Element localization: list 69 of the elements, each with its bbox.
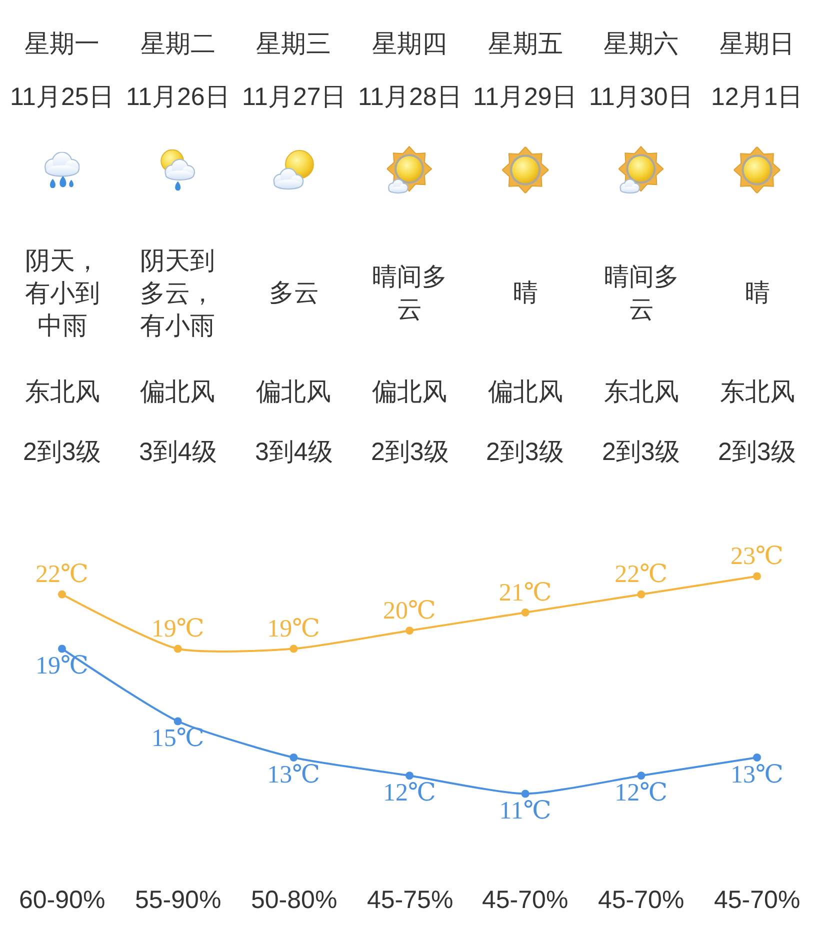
text: 2到3级 — [371, 438, 449, 466]
data-label: 22℃ — [614, 560, 668, 588]
x-tick-label: 星期三 — [256, 30, 332, 58]
text: 多云 — [269, 279, 319, 307]
data-label: 19℃ — [151, 614, 204, 642]
text: 偏北风 — [488, 378, 563, 406]
x-tick-label: 星期日 — [720, 30, 794, 58]
text: 阴天，有小到中雨 — [25, 247, 100, 340]
data-label: 19℃ — [267, 614, 320, 642]
text: 晴间多云 — [372, 263, 447, 324]
data-label: 21℃ — [498, 578, 552, 606]
text: 11月27日 — [242, 83, 346, 111]
point — [406, 626, 414, 635]
text: 偏北风 — [372, 378, 447, 406]
point — [174, 717, 182, 726]
data-label: 13℃ — [730, 760, 784, 788]
text: 12月1日 — [711, 83, 803, 111]
text: 11月30日 — [589, 83, 693, 111]
data-label: 12℃ — [383, 778, 436, 806]
x-tick-label: 星期五 — [488, 30, 563, 58]
text: 3到4级 — [139, 438, 217, 466]
text: 东北风 — [604, 378, 679, 406]
text: 55-90% — [135, 886, 222, 914]
text: 60-90% — [19, 886, 106, 914]
data-label: 12℃ — [614, 778, 668, 806]
text: 11月25日 — [10, 83, 114, 111]
point — [637, 772, 646, 780]
point — [406, 772, 414, 780]
text: 晴间多云 — [604, 263, 679, 324]
point — [58, 590, 66, 598]
text: 45-70% — [714, 886, 800, 914]
point — [58, 644, 66, 653]
text: 晴 — [513, 279, 538, 307]
text: 11月29日 — [473, 83, 577, 111]
text: 阴天到多云，有小雨 — [140, 247, 215, 340]
x-tick-label: 星期一 — [24, 30, 100, 58]
point — [290, 754, 298, 762]
text: 晴 — [745, 279, 770, 307]
point — [290, 644, 298, 653]
x-tick-label: 星期四 — [372, 30, 447, 58]
text: 45-70% — [598, 886, 684, 914]
text: 3到4级 — [255, 438, 333, 466]
point — [521, 608, 530, 616]
data-label: 20℃ — [383, 596, 436, 624]
text: 45-70% — [482, 886, 568, 914]
text: 50-80% — [251, 886, 338, 914]
text: 偏北风 — [140, 378, 215, 406]
text: 2到3级 — [718, 438, 796, 466]
text: 东北风 — [720, 378, 795, 406]
text: 2到3级 — [23, 438, 101, 466]
x-tick-label: 星期二 — [140, 30, 216, 58]
point — [521, 790, 530, 798]
text: 东北风 — [25, 378, 100, 406]
text: 偏北风 — [256, 378, 331, 406]
text: 11月26日 — [126, 83, 230, 111]
data-label: 11℃ — [499, 796, 552, 824]
data-label: 13℃ — [267, 760, 320, 788]
data-label: 19℃ — [36, 652, 88, 678]
data-label: 23℃ — [730, 542, 784, 569]
point — [753, 754, 761, 762]
x-tick-label: 星期六 — [604, 30, 679, 58]
text: 2到3级 — [486, 438, 564, 466]
text: 2到3级 — [602, 438, 680, 466]
text: 11月28日 — [358, 83, 462, 111]
text: 45-75% — [367, 886, 454, 914]
point — [637, 590, 646, 598]
point — [174, 644, 182, 653]
data-label: 22℃ — [36, 560, 88, 588]
point — [753, 572, 761, 580]
